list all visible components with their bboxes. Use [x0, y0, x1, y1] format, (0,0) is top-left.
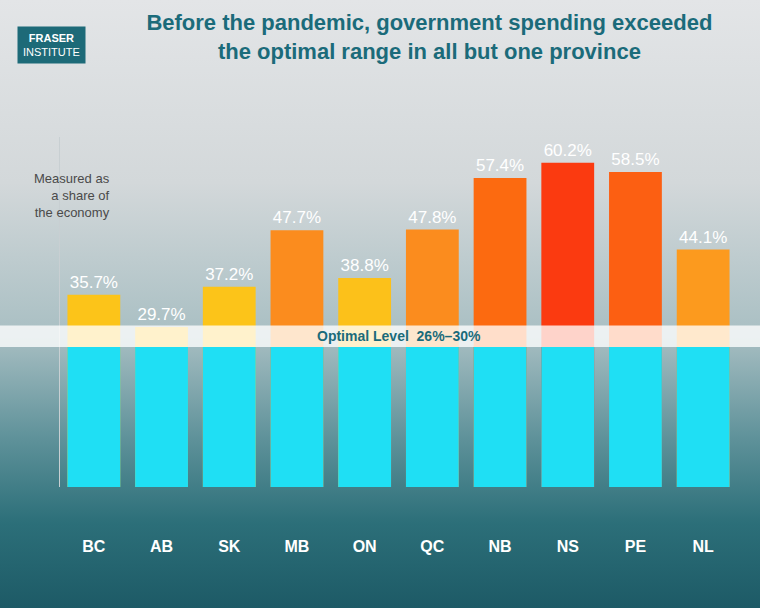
svg-text:NL: NL — [692, 538, 714, 555]
svg-text:Optimal Level 26%–30%: Optimal Level 26%–30% — [317, 328, 481, 344]
svg-text:PE: PE — [625, 538, 647, 555]
svg-text:58.5%: 58.5% — [611, 150, 659, 169]
svg-text:Measured asa share ofthe econo: Measured asa share ofthe economy — [34, 171, 110, 220]
svg-text:BC: BC — [82, 538, 106, 555]
svg-text:QC: QC — [420, 538, 444, 555]
svg-text:NS: NS — [557, 538, 580, 555]
svg-text:AB: AB — [150, 538, 173, 555]
svg-text:47.7%: 47.7% — [273, 208, 321, 227]
svg-text:37.2%: 37.2% — [205, 265, 253, 284]
svg-text:NB: NB — [488, 538, 511, 555]
svg-text:ON: ON — [353, 538, 377, 555]
svg-text:Before the pandemic, governmen: Before the pandemic, government spending… — [146, 10, 712, 64]
svg-text:MB: MB — [285, 538, 310, 555]
svg-text:60.2%: 60.2% — [544, 141, 592, 160]
svg-text:44.1%: 44.1% — [679, 228, 727, 247]
svg-text:35.7%: 35.7% — [70, 273, 118, 292]
svg-text:47.8%: 47.8% — [408, 208, 456, 227]
svg-text:SK: SK — [218, 538, 241, 555]
svg-text:FRASERINSTITUTE: FRASERINSTITUTE — [23, 32, 80, 58]
svg-text:38.8%: 38.8% — [341, 256, 389, 275]
svg-text:57.4%: 57.4% — [476, 156, 524, 175]
svg-text:29.7%: 29.7% — [137, 305, 185, 324]
